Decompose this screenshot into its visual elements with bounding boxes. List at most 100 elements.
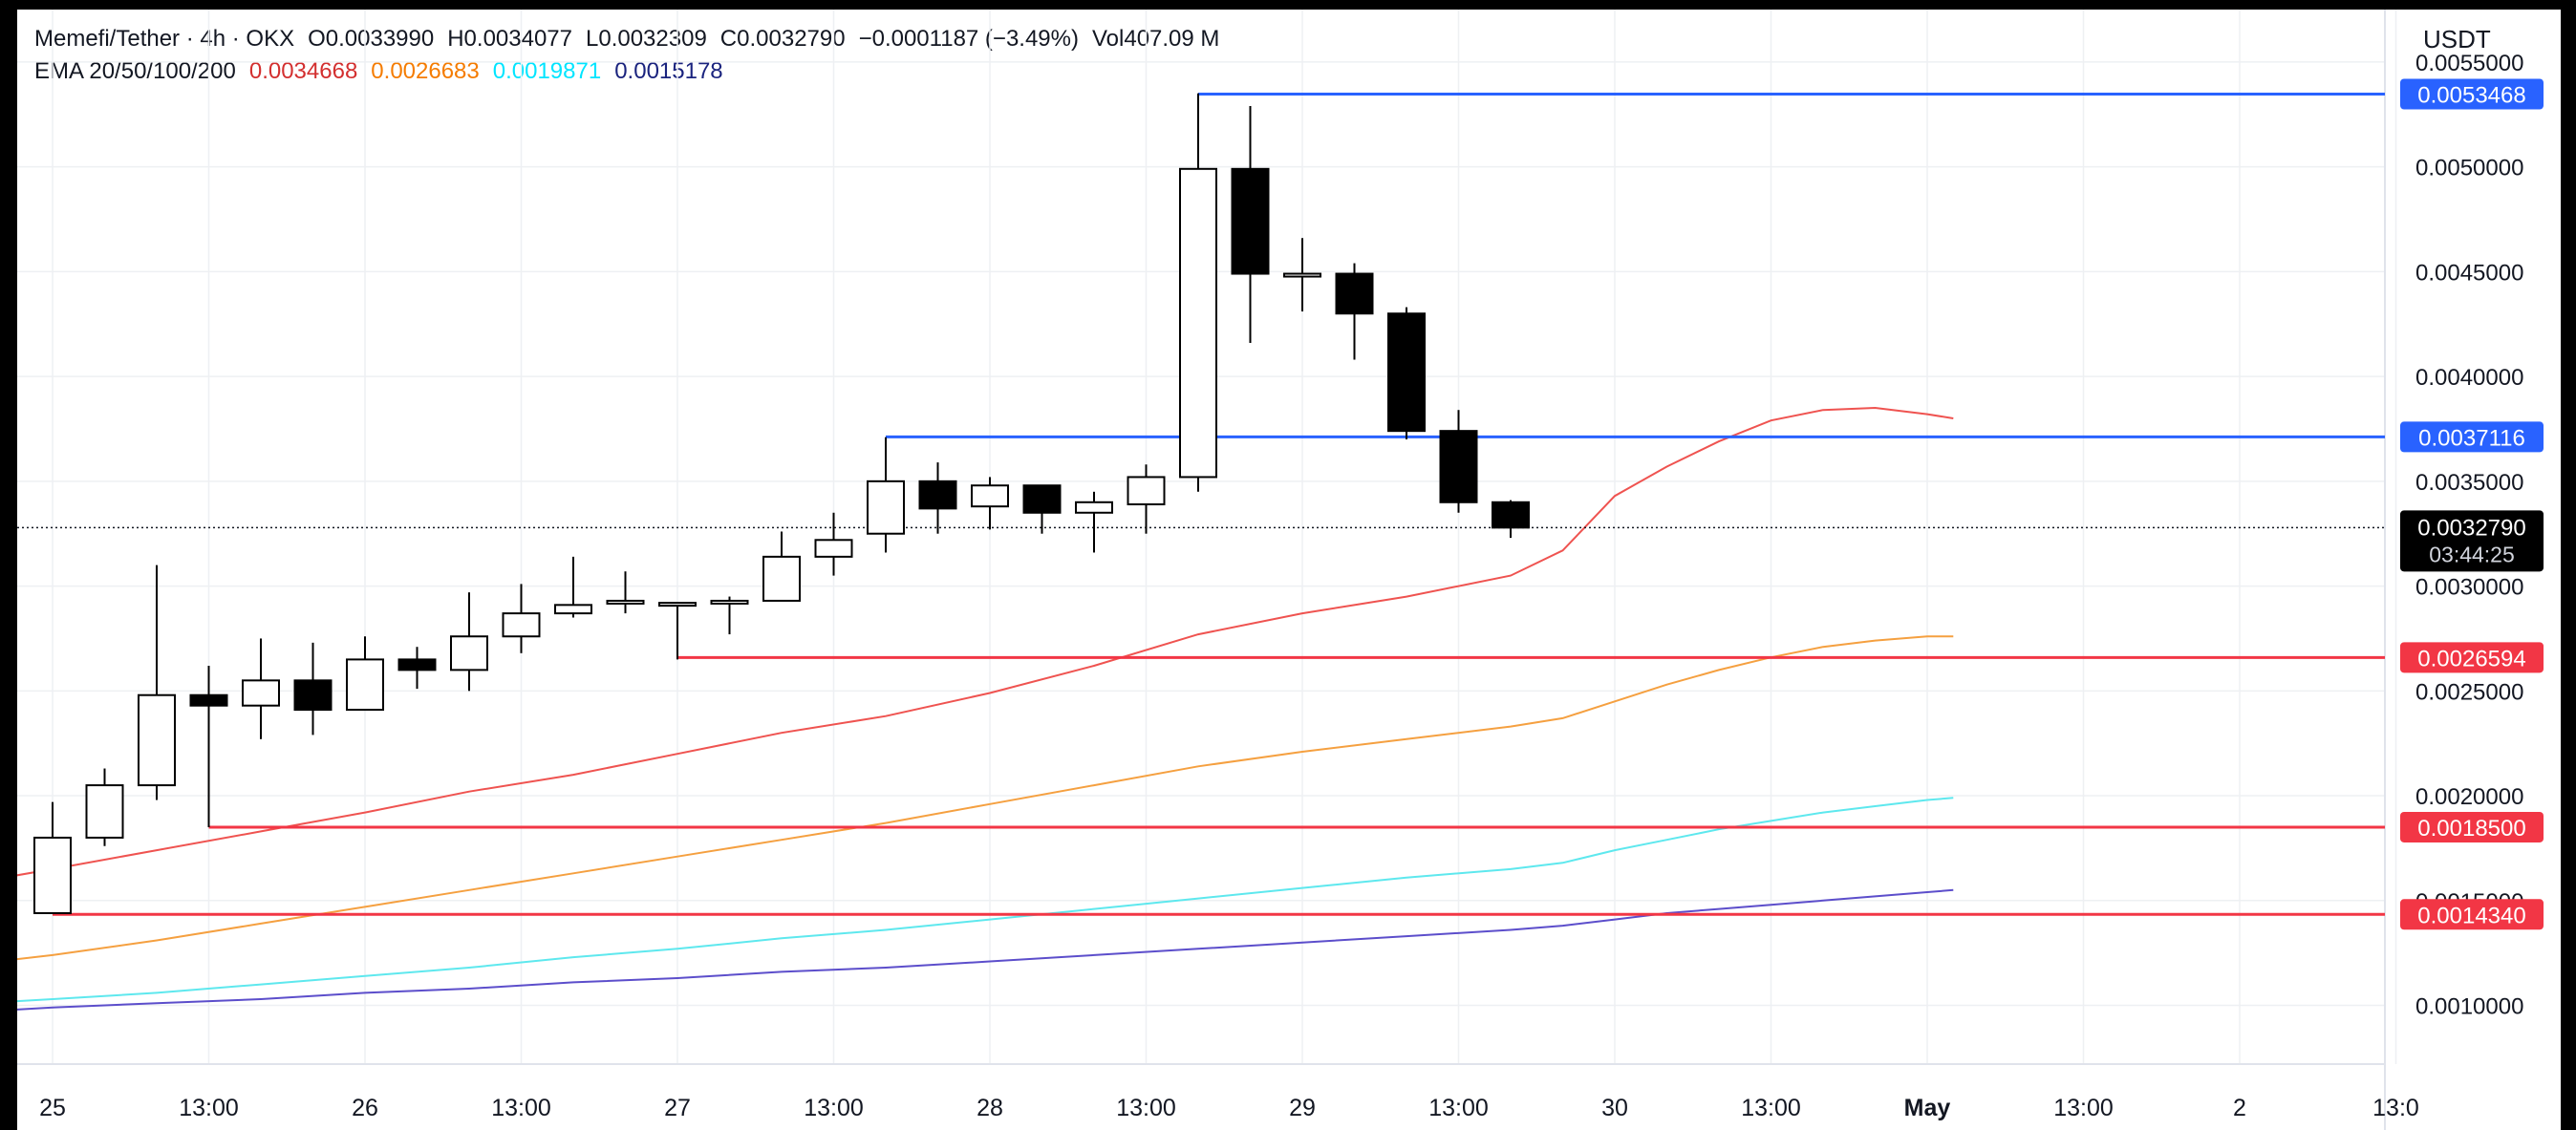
last-price-tag-bg: [2400, 510, 2544, 572]
x-tick-label: 2: [2233, 1095, 2246, 1121]
candle-body: [1127, 476, 1166, 505]
candle: [1022, 484, 1062, 534]
y-tick-label: 0.0055000: [2415, 51, 2523, 76]
y-tick-label: 0.0035000: [2415, 470, 2523, 496]
y-tick-label: 0.0030000: [2415, 575, 2523, 601]
candle-body: [1335, 272, 1374, 315]
candle: [1492, 500, 1530, 539]
y-tick-label: 0.0010000: [2415, 994, 2523, 1020]
candle-body: [397, 658, 437, 672]
change-value: −0.0001187 (−3.49%): [858, 26, 1079, 52]
x-tick-label: 26: [352, 1095, 378, 1121]
candle: [293, 642, 333, 736]
y-tick-label: 0.0045000: [2415, 260, 2523, 286]
candle-body: [1075, 501, 1113, 514]
symbol-label[interactable]: Memefi/Tether · 4h · OKX: [34, 26, 295, 52]
candle-body: [554, 604, 592, 615]
x-tick-label: 30: [1601, 1095, 1628, 1121]
x-tick-label: 13:00: [1741, 1095, 1801, 1121]
candle-body: [1387, 312, 1426, 433]
candle-body: [867, 480, 905, 535]
ema-line-4: [17, 888, 1954, 1011]
candle: [554, 556, 592, 618]
x-tick-label: 25: [39, 1095, 66, 1121]
level-price-tag-label: 0.0053468: [2417, 82, 2525, 108]
level-price-tag-bg: [2400, 642, 2544, 673]
x-tick-label: May: [1904, 1095, 1951, 1121]
y-tick-label: 0.0020000: [2415, 784, 2523, 810]
candle: [1283, 238, 1321, 312]
candle-body: [606, 599, 645, 605]
low-value: L0.0032309: [586, 26, 707, 52]
level-price-tag-bg: [2400, 899, 2544, 930]
x-tick-label: 13:00: [1116, 1095, 1176, 1121]
level-price-tag-bg: [2400, 421, 2544, 453]
candle: [971, 477, 1009, 530]
chart-legend: Memefi/Tether · 4h · OKX O0.0033990 H0.003…: [34, 23, 1233, 88]
last-price-tag-label: 0.0032790: [2417, 515, 2525, 541]
candle: [450, 592, 488, 692]
x-tick-label: 13:00: [804, 1095, 864, 1121]
level-price-tag-label: 0.0018500: [2417, 816, 2525, 842]
level-price-tag-bg: [2400, 78, 2544, 110]
x-tick-label: 13:00: [491, 1095, 551, 1121]
x-tick-label: 13:0: [2372, 1095, 2419, 1121]
candle: [867, 437, 905, 553]
ema-line-3: [17, 797, 1954, 1003]
candle: [710, 596, 749, 635]
candle: [1439, 410, 1478, 513]
candle-body: [814, 539, 853, 558]
level-price-tag: 0.0018500: [2400, 811, 2544, 842]
x-tick-label: 29: [1289, 1095, 1316, 1121]
x-tick-label: 13:00: [179, 1095, 239, 1121]
candle: [1127, 464, 1166, 534]
candle-body: [1492, 501, 1530, 529]
level-price-tag: 0.0026594: [2400, 642, 2544, 673]
level-price-tag-label: 0.0026594: [2417, 646, 2525, 672]
candle-body: [710, 599, 749, 605]
level-price-tag-bg: [2400, 811, 2544, 842]
currency-label[interactable]: USDT: [2423, 25, 2491, 53]
candle-body: [1283, 272, 1321, 278]
candle-body: [658, 602, 697, 608]
candle-body: [1022, 484, 1062, 514]
candle-body: [85, 784, 124, 839]
x-tick-label: 27: [664, 1095, 691, 1121]
grid-lines: [17, 10, 2397, 1064]
ema-line-1: [17, 406, 1954, 877]
y-tick-label: 0.0050000: [2415, 156, 2523, 181]
candle-body: [918, 480, 957, 510]
candle: [85, 768, 124, 846]
volume-value: Vol407.09 M: [1091, 26, 1220, 52]
candle-body: [450, 635, 488, 672]
candle: [918, 462, 957, 534]
candle: [658, 602, 697, 660]
candle: [762, 531, 801, 602]
y-tick-label: 0.0040000: [2415, 365, 2523, 391]
ohlc-row: Memefi/Tether · 4h · OKX O0.0033990 H0.003…: [34, 23, 1233, 55]
candle: [1179, 93, 1217, 492]
candle: [814, 512, 853, 576]
candle-body: [138, 693, 176, 787]
x-tick-label: 28: [977, 1095, 1003, 1121]
close-value: C0.0032790: [719, 26, 846, 52]
level-price-tag-label: 0.0037116: [2418, 425, 2525, 451]
candle: [1231, 105, 1270, 343]
candle: [189, 665, 228, 827]
countdown-label: 03:44:25: [2429, 542, 2515, 566]
candle-body: [762, 555, 801, 602]
candle: [502, 584, 541, 653]
high-value: H0.0034077: [447, 26, 572, 52]
x-tick-label: 13:00: [1428, 1095, 1489, 1121]
candle: [242, 638, 280, 739]
candle-body: [971, 484, 1009, 508]
open-value: O0.0033990: [308, 26, 435, 52]
candle: [346, 636, 384, 712]
candle: [606, 571, 645, 614]
candle-body: [502, 612, 541, 638]
level-price-tag: 0.0037116: [2400, 421, 2544, 453]
candle-body: [293, 679, 333, 712]
candle-body: [1179, 167, 1217, 479]
price-chart[interactable]: 0.00100000.00150000.00200000.00250000.00…: [17, 10, 2561, 1130]
